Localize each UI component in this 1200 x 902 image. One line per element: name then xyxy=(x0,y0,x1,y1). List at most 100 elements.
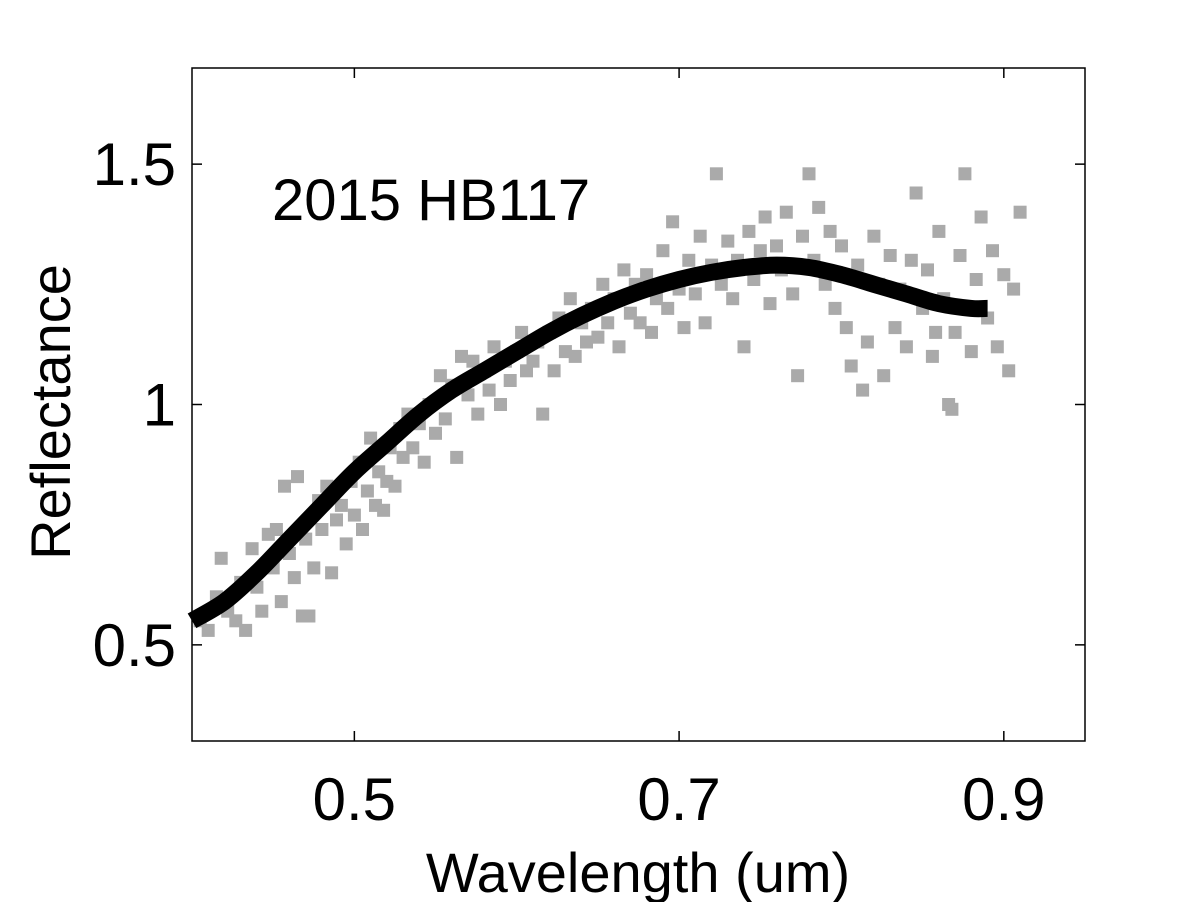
data-point xyxy=(287,571,301,585)
data-point xyxy=(844,359,858,373)
y-tick-label: 0.5 xyxy=(93,612,176,679)
data-point xyxy=(904,253,918,267)
data-point xyxy=(921,263,934,277)
data-point xyxy=(969,273,983,286)
x-tick-label: 0.9 xyxy=(962,766,1045,833)
data-point xyxy=(245,542,259,556)
data-point xyxy=(958,167,972,181)
data-point xyxy=(753,244,767,258)
axis-ticks xyxy=(192,68,1085,741)
data-point xyxy=(677,321,691,335)
data-point xyxy=(471,407,485,421)
x-axis-label: Wavelength (um) xyxy=(426,841,850,902)
data-point xyxy=(802,167,816,181)
data-point xyxy=(201,623,215,637)
fit-curve xyxy=(187,256,988,629)
data-point xyxy=(347,508,361,522)
data-point xyxy=(839,321,853,335)
data-point xyxy=(763,297,777,311)
data-point xyxy=(526,354,540,368)
data-point xyxy=(867,229,881,243)
data-point xyxy=(796,229,809,243)
data-point xyxy=(698,316,712,330)
data-point xyxy=(417,455,431,469)
data-point xyxy=(929,325,943,339)
data-point xyxy=(339,537,353,551)
data-point xyxy=(278,479,291,493)
data-point xyxy=(466,354,480,368)
data-point xyxy=(948,325,962,339)
data-point xyxy=(536,407,550,421)
data-point xyxy=(487,340,501,354)
data-point xyxy=(433,369,447,383)
data-point xyxy=(364,431,378,445)
data-point xyxy=(909,186,923,200)
data-point xyxy=(547,364,561,378)
data-point xyxy=(828,301,842,315)
data-point xyxy=(406,441,420,455)
data-point xyxy=(812,200,826,214)
data-point xyxy=(558,345,572,359)
data-point xyxy=(330,513,343,527)
data-point xyxy=(714,277,728,291)
data-point xyxy=(877,369,891,383)
data-point xyxy=(640,268,654,282)
data-point xyxy=(601,316,615,330)
data-point xyxy=(742,224,756,238)
data-point xyxy=(786,287,800,301)
data-point xyxy=(1013,205,1027,219)
data-point xyxy=(515,325,529,339)
data-point xyxy=(568,349,582,363)
data-point xyxy=(580,335,593,349)
data-point xyxy=(818,277,832,291)
data-point xyxy=(494,398,507,411)
data-point xyxy=(747,273,761,286)
data-point xyxy=(823,224,837,238)
tick-labels: 0.5 0.7 0.9 0.5 1 1.5 xyxy=(93,131,1046,833)
data-point xyxy=(666,215,680,229)
data-point xyxy=(990,340,1004,354)
data-point xyxy=(617,263,631,277)
data-point xyxy=(932,224,946,238)
data-point xyxy=(693,229,707,243)
data-point xyxy=(974,210,988,224)
data-point xyxy=(503,374,517,387)
x-tick-label: 0.7 xyxy=(637,766,720,833)
data-point xyxy=(455,349,468,363)
data-point xyxy=(726,292,740,306)
data-point xyxy=(591,330,605,344)
data-point xyxy=(688,287,702,301)
data-point xyxy=(737,340,751,354)
data-point xyxy=(563,292,577,306)
data-point xyxy=(269,523,283,536)
data-point xyxy=(656,244,670,258)
data-point xyxy=(791,369,805,383)
data-point xyxy=(997,268,1011,282)
data-point xyxy=(888,321,902,335)
data-point xyxy=(482,383,496,397)
data-point xyxy=(945,402,959,416)
data-point xyxy=(856,383,870,397)
data-point xyxy=(645,325,658,339)
data-point xyxy=(758,210,772,224)
data-point xyxy=(953,249,967,262)
data-point xyxy=(661,301,675,315)
data-point xyxy=(356,523,369,536)
data-point xyxy=(883,249,897,262)
data-point xyxy=(360,484,374,498)
data-point xyxy=(274,595,288,609)
data-point xyxy=(325,566,339,580)
data-point xyxy=(1002,364,1016,378)
data-point xyxy=(899,340,913,354)
data-point xyxy=(291,470,304,484)
data-point xyxy=(851,258,865,272)
data-point xyxy=(612,340,626,354)
data-point xyxy=(596,277,610,291)
data-point xyxy=(334,498,348,512)
data-point xyxy=(302,609,316,623)
data-point xyxy=(1007,282,1021,296)
data-point xyxy=(388,479,402,493)
data-point xyxy=(229,614,243,628)
y-tick-label: 1.5 xyxy=(93,131,176,198)
